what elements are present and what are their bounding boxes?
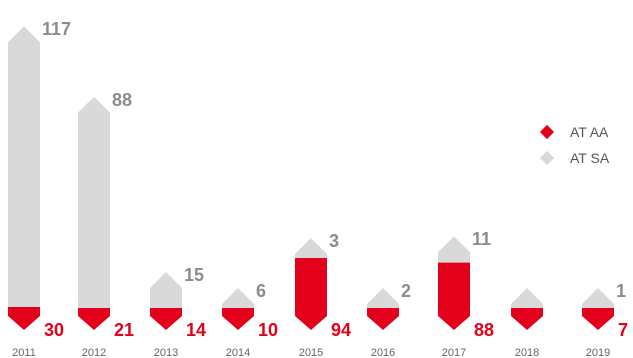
x-tick-2019: 2019: [586, 347, 610, 358]
x-tick-2012: 2012: [82, 347, 106, 358]
bar-at-sa-2012: [78, 96, 110, 308]
bar-at-sa-2015: [295, 238, 327, 258]
bar-at-sa-2017: [438, 236, 470, 263]
label-at-sa-2019: 1: [616, 281, 626, 301]
legend-label-at-sa: AT SA: [570, 150, 610, 166]
label-at-aa-2013: 14: [186, 320, 206, 340]
label-at-sa-2017: 11: [472, 229, 491, 249]
x-tick-2016: 2016: [371, 347, 395, 358]
label-at-sa-2016: 2: [401, 281, 411, 301]
label-at-sa-2014: 6: [256, 281, 266, 301]
label-at-aa-2011: 30: [44, 320, 64, 340]
bar-at-aa-2011: [8, 307, 40, 330]
bar-at-sa-2014: [222, 288, 254, 308]
bar-at-sa-2016: [367, 288, 399, 308]
label-at-sa-2012: 88: [112, 90, 132, 110]
label-at-aa-2017: 88: [474, 320, 494, 340]
bar-at-aa-2013: [150, 308, 182, 330]
x-tick-2018: 2018: [515, 347, 539, 358]
bars-layer: [8, 26, 614, 330]
x-tick-2015: 2015: [299, 347, 323, 358]
label-at-aa-2012: 21: [114, 320, 134, 340]
x-axis-labels: 2011 2012 2013 2014 2015 2016 2017 2018 2019: [12, 347, 610, 358]
x-tick-2011: 2011: [12, 347, 36, 358]
bar-at-sa-2019: [582, 288, 614, 308]
bar-at-sa-2011: [8, 26, 40, 308]
label-at-aa-2019: 7: [618, 320, 628, 340]
legend-marker-at-aa: [539, 124, 555, 140]
legend-marker-at-sa: [539, 150, 555, 166]
bar-at-aa-2017: [438, 262, 470, 330]
bar-at-aa-2018: [511, 308, 543, 330]
bar-at-aa-2012: [78, 308, 110, 330]
label-at-aa-2014: 10: [258, 320, 278, 340]
bar-at-sa-2018: [511, 288, 543, 308]
label-at-sa-2013: 15: [184, 265, 204, 285]
bar-at-aa-2019: [582, 308, 614, 330]
legend: AT AA AT SA: [539, 124, 610, 166]
bar-at-aa-2016: [367, 308, 399, 330]
bar-at-aa-2015: [295, 258, 327, 330]
x-tick-2013: 2013: [154, 347, 178, 358]
legend-label-at-aa: AT AA: [570, 124, 609, 140]
label-at-sa-2011: 117: [42, 19, 71, 39]
x-tick-2017: 2017: [442, 347, 466, 358]
bar-at-aa-2014: [222, 308, 254, 330]
value-labels-layer: 117 30 88 21 15 14 6 10 3 94 2 11 88 1 7: [42, 19, 628, 340]
label-at-sa-2015: 3: [329, 231, 339, 251]
x-tick-2014: 2014: [226, 347, 250, 358]
label-at-aa-2015: 94: [331, 320, 351, 340]
bar-at-sa-2013: [150, 272, 182, 308]
